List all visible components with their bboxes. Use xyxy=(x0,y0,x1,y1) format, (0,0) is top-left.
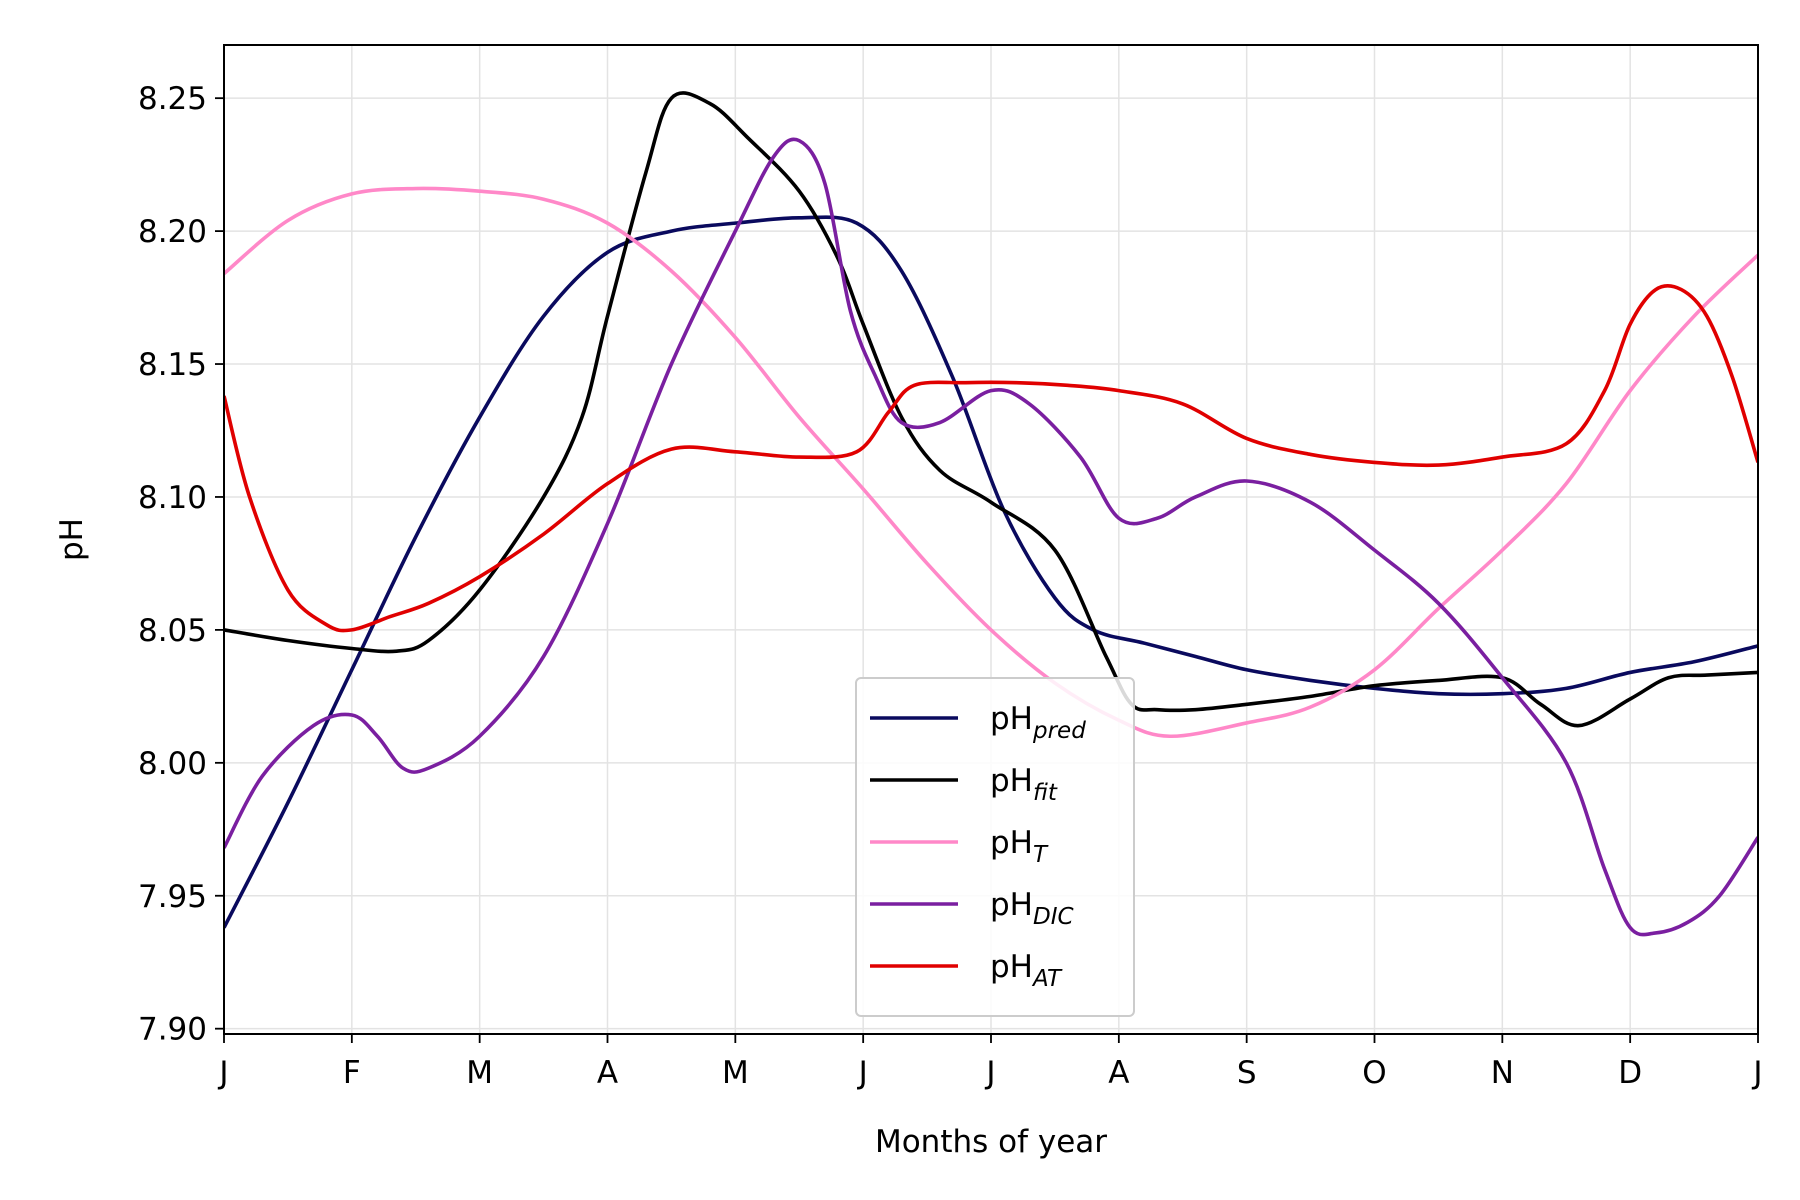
x-axis-title: Months of year xyxy=(875,1124,1107,1160)
y-tick-label: 8.25 xyxy=(138,81,207,117)
x-tick-label: N xyxy=(1491,1055,1514,1091)
y-tick-label: 8.05 xyxy=(138,613,207,649)
series-line-pred xyxy=(224,215,1758,929)
x-tick-label: J xyxy=(217,1055,228,1091)
legend-label: pHT xyxy=(990,825,1049,868)
legend-label-subscript: T xyxy=(1033,842,1049,868)
legend-label: pHDIC xyxy=(990,887,1074,930)
x-tick-label: J xyxy=(1751,1055,1762,1091)
x-tick-label: J xyxy=(857,1055,868,1091)
series-line-dic xyxy=(224,137,1758,937)
x-tick-label: D xyxy=(1618,1055,1642,1091)
series-line-at xyxy=(224,283,1758,633)
legend-label-subscript: fit xyxy=(1033,780,1058,806)
y-tick-label: 8.10 xyxy=(138,480,207,516)
x-tick-label: S xyxy=(1237,1055,1257,1091)
legend-label-subscript: AT xyxy=(1031,966,1063,992)
x-tick-label: J xyxy=(984,1055,995,1091)
legend-label-subscript: pred xyxy=(1032,718,1086,744)
legend-label-main: pH xyxy=(990,763,1033,799)
y-axis: 7.90 7.95 8.00 8.05 8.10 8.15 8.20 8.25 xyxy=(138,81,224,1048)
legend-label-subscript: DIC xyxy=(1033,904,1074,930)
legend-label: pHpred xyxy=(990,701,1086,744)
y-tick-label: 7.95 xyxy=(138,879,207,915)
y-tick-label: 8.20 xyxy=(138,214,207,250)
legend-label-main: pH xyxy=(990,701,1033,737)
series-line-t xyxy=(224,186,1758,739)
legend-label-main: pH xyxy=(990,887,1033,923)
series-line-fit xyxy=(224,91,1758,728)
y-tick-label: 7.90 xyxy=(138,1012,207,1048)
legend-box xyxy=(855,677,1135,1017)
x-tick-label: F xyxy=(343,1055,361,1091)
legend-label-main: pH xyxy=(990,949,1033,985)
y-tick-label: 8.15 xyxy=(138,347,207,383)
x-tick-label: O xyxy=(1362,1055,1386,1091)
x-tick-label: A xyxy=(1108,1055,1129,1091)
legend-label: pHfit xyxy=(990,763,1058,806)
x-tick-label: M xyxy=(466,1055,493,1091)
legend-label: pHAT xyxy=(990,949,1063,992)
x-tick-label: A xyxy=(597,1055,618,1091)
series-layer xyxy=(224,91,1758,937)
legend-label-main: pH xyxy=(990,825,1033,861)
y-tick-label: 8.00 xyxy=(138,746,207,782)
x-tick-label: M xyxy=(722,1055,749,1091)
y-axis-title: pH xyxy=(54,518,90,561)
